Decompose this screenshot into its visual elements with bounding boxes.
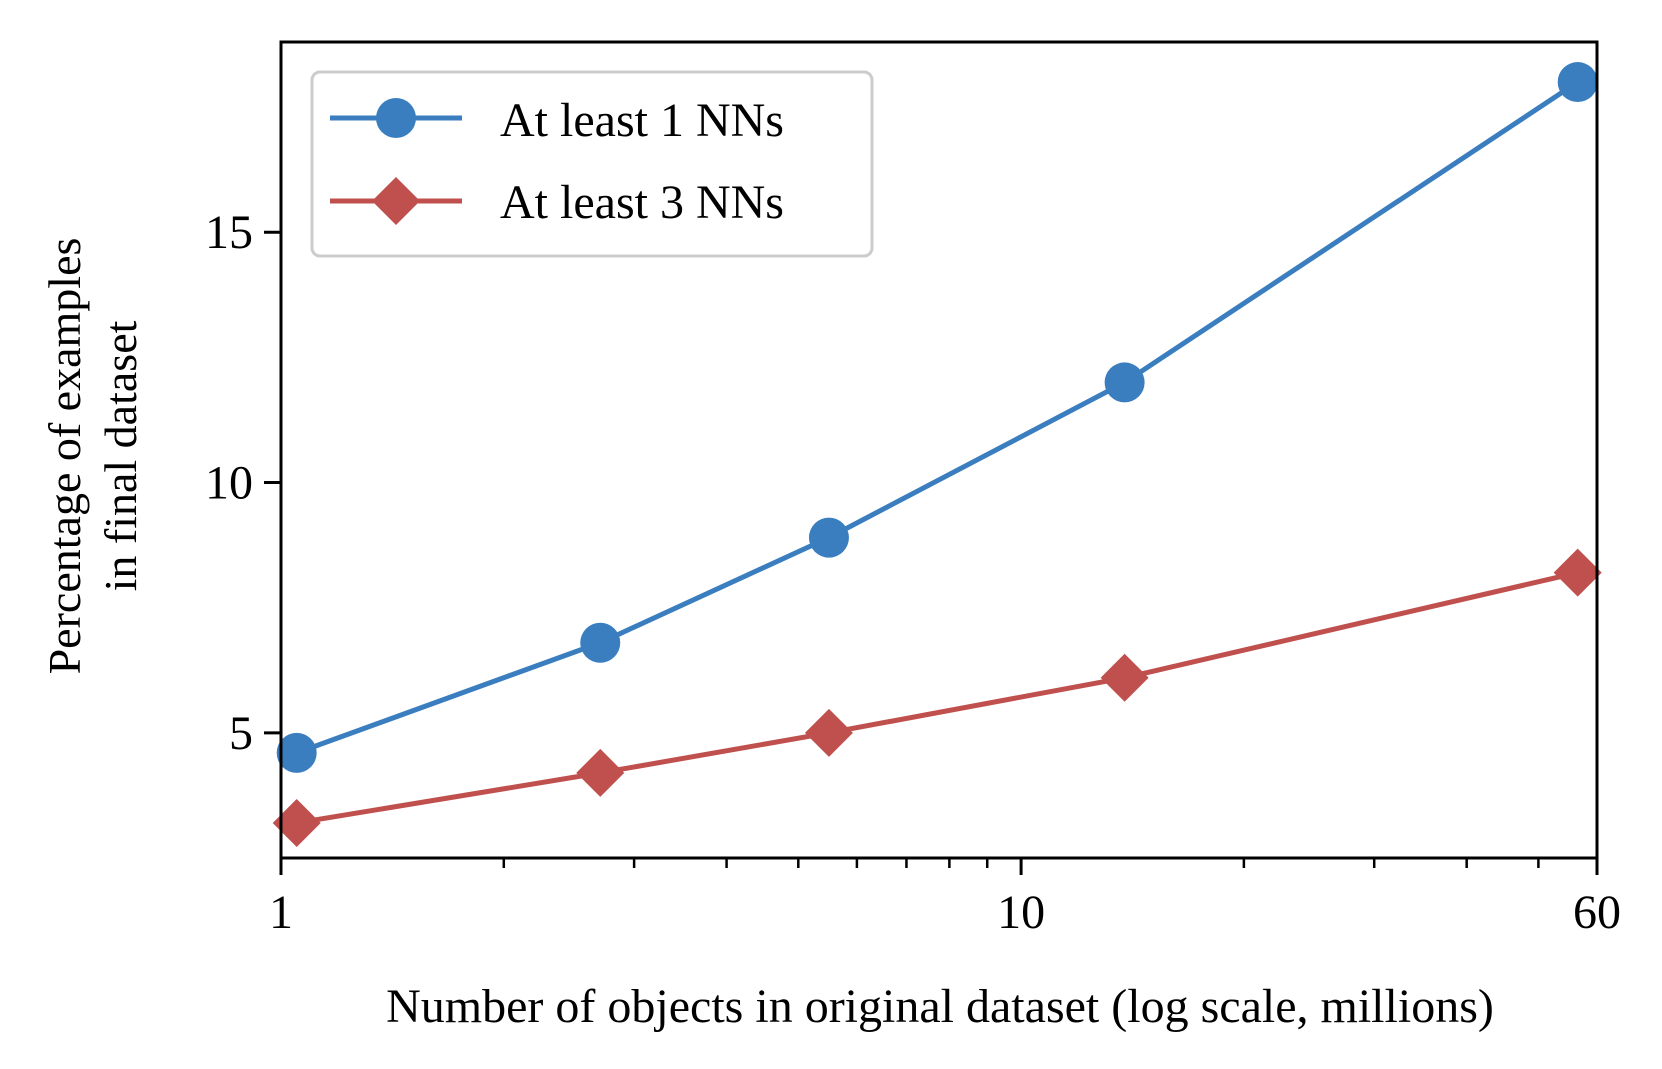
legend-marker-series-1 [376, 98, 416, 138]
legend-marker-series-2 [372, 177, 420, 225]
legend-label-series-2: At least 3 NNs [500, 176, 784, 229]
plot-area-frame [279, 40, 1599, 860]
data-point-series-2 [1553, 548, 1602, 597]
series-line-2 [296, 570, 1579, 826]
y-tick-label: 5 [229, 707, 253, 760]
legend: At least 1 NNs At least 3 NNs [310, 70, 874, 258]
data-point-series-1 [808, 517, 849, 558]
data-point-series-1 [276, 732, 317, 773]
x-tick-label: 1 [269, 886, 293, 939]
x-axis: 1 10 60 [269, 858, 1621, 939]
data-point-series-2 [576, 748, 625, 797]
data-point-series-2 [804, 708, 853, 757]
y-tick-label: 15 [205, 206, 253, 259]
series-layer [272, 62, 1602, 847]
y-tick-label: 10 [205, 457, 253, 510]
x-tick-label: 10 [997, 886, 1045, 939]
x-tick-label: 60 [1573, 886, 1621, 939]
y-axis-label-line-2: in final dataset [95, 320, 146, 591]
y-axis: 5 10 15 [205, 206, 281, 760]
data-point-series-2 [272, 798, 321, 847]
data-point-series-1 [1557, 62, 1598, 103]
data-point-series-2 [1100, 653, 1149, 702]
legend-label-series-1: At least 1 NNs [500, 94, 784, 147]
x-axis-label: Number of objects in original dataset (l… [386, 980, 1494, 1033]
data-point-series-1 [1104, 362, 1145, 403]
y-axis-label-line-1: Percentage of examples [39, 238, 90, 675]
data-point-series-1 [580, 622, 621, 663]
